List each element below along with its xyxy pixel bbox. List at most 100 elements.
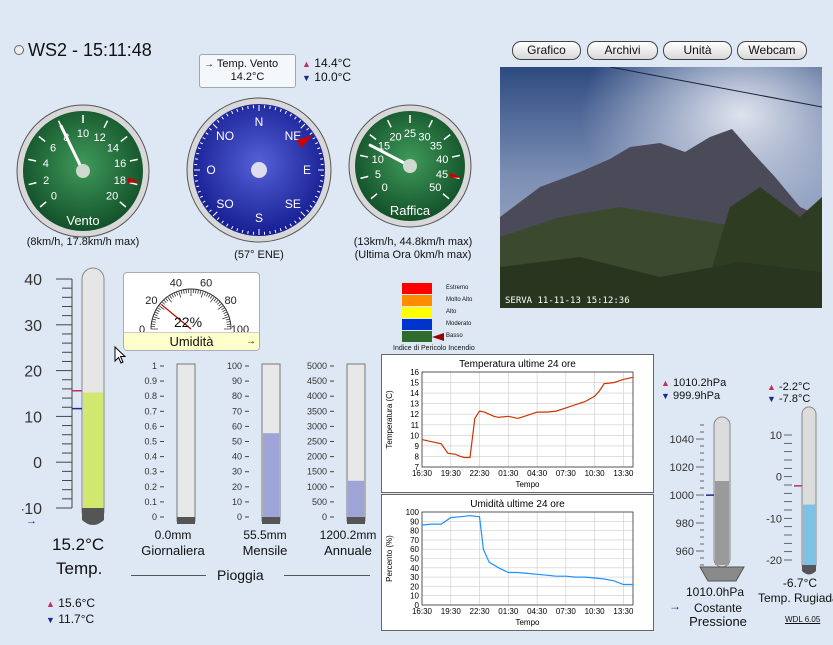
compass-dir-label: S (255, 211, 263, 225)
webcam-image[interactable]: SERVA 11-11-13 15:12:36 (500, 67, 822, 308)
pressure-tick-label: 1020 (670, 462, 694, 474)
vento-tick (39, 201, 47, 208)
rain-annual-label: Annuale (324, 543, 372, 558)
compass-tick (319, 158, 324, 160)
humidity-tick (223, 311, 228, 315)
vento-tick-label: 0 (51, 190, 57, 202)
raffica-tick-label: 5 (375, 169, 381, 181)
fire-level-row: Molto Alto (402, 295, 472, 307)
humidity-tick-label: 0 (139, 324, 145, 333)
compass-tick (226, 223, 229, 227)
compass-tick (317, 190, 321, 193)
unita-button[interactable]: Unità (663, 41, 732, 60)
compass-tick (274, 229, 277, 233)
humidity-tick (226, 321, 231, 323)
chart-xtick-label: 22:30 (470, 607, 491, 616)
compass-tick (298, 119, 302, 123)
chart-ytick-label: 70 (410, 536, 419, 545)
rain-tick-label: 0.6 (144, 421, 157, 431)
raffica-tick (360, 175, 369, 180)
rain-tick-label: 0.1 (144, 497, 157, 507)
pressure-fill (715, 481, 729, 565)
raffica-tick (442, 193, 450, 200)
vento-tick-label: 16 (114, 158, 126, 170)
humidity-tick (225, 318, 230, 321)
raffica-tick-label: 30 (418, 131, 430, 143)
rain-tick-label: 3500 (307, 406, 327, 416)
rain-tick-label: 3000 (307, 421, 327, 431)
chart-ytick-label: 12 (410, 410, 419, 419)
webcam-button[interactable]: Webcam (737, 41, 807, 60)
humidity-tick (203, 291, 207, 296)
compass-tick (199, 142, 204, 145)
status-indicator (14, 45, 24, 55)
chart-ylabel: Percento (%) (385, 535, 394, 582)
rain-tick-label: 0.5 (144, 437, 157, 447)
humidity-arrow: → (246, 336, 256, 347)
pressure-max: ▲ 1010.2hPa (661, 377, 727, 389)
rain-tick-label: 0 (152, 512, 157, 522)
raffica-tick (386, 119, 392, 128)
chart-xtick-label: 07:30 (556, 607, 577, 616)
temp-chart-panel[interactable]: Temperatura ultime 24 ore 7 8 9 10 11 12 13 14 15… (381, 354, 654, 493)
grafico-button[interactable]: Grafico (512, 41, 581, 60)
fire-level-swatch (402, 331, 432, 342)
mouse-cursor-icon (114, 346, 127, 364)
rain-daily-label: Giornaliera (141, 543, 205, 558)
compass-tick (212, 123, 218, 129)
compass-tick (309, 132, 313, 135)
temp-label: Temp. (56, 559, 103, 578)
compass-tick (294, 116, 297, 120)
compass-tick (284, 225, 287, 230)
temp-value: 15.2°C (52, 535, 105, 554)
rain-tick-label: 0.9 (144, 376, 157, 386)
temp-trend-arrow: → (26, 515, 37, 527)
wind-temp-arrow: → (204, 59, 214, 70)
chart-xlabel: Tempo (515, 480, 540, 489)
chart-ytick-label: 7 (415, 463, 420, 472)
rain-tick-label: 0 (322, 512, 327, 522)
compass-tick (269, 230, 271, 235)
humidity-tick (151, 323, 156, 325)
rain-divider-right (284, 575, 370, 576)
chart-xtick-label: 04:30 (527, 607, 548, 616)
dew-label: Temp. Rugiada (758, 591, 833, 605)
hum-chart-panel[interactable]: Umidità ultime 24 ore 0 10 20 30 40 50 60 70 80 90… (381, 494, 654, 631)
humidity-tick (185, 289, 187, 294)
dew-fill (803, 504, 815, 565)
compass-tick (318, 185, 322, 188)
compass-tick (197, 190, 201, 193)
dew-bulb (802, 565, 816, 575)
compass-tick (221, 116, 224, 120)
compass-tick (202, 137, 206, 140)
chart-ytick-label: 90 (410, 517, 419, 526)
humidity-tick (224, 313, 229, 317)
humidity-tick (221, 307, 225, 311)
raffica-tick-label: 0 (382, 182, 388, 194)
compass-pointer (296, 135, 313, 149)
dew-tick-label: 0 (776, 472, 782, 484)
humidity-tick (210, 296, 215, 303)
compass-tick (241, 229, 244, 233)
humidity-tick (167, 296, 172, 303)
compass-tick (208, 209, 212, 213)
compass-tick (236, 228, 239, 232)
archivi-button[interactable]: Archivi (587, 41, 658, 60)
rain-tick-label: 100 (227, 361, 242, 371)
humidity-tick-label: 40 (170, 277, 182, 289)
humidity-tick (222, 316, 230, 320)
raffica-tick (451, 154, 461, 158)
vento-tick (28, 181, 37, 186)
humidity-tick (158, 305, 165, 310)
chart-plot-area (421, 511, 634, 606)
fire-level-row: Alto (402, 307, 472, 319)
humidity-tick (180, 290, 183, 295)
chart-xtick-label: 10:30 (585, 607, 606, 616)
rain-tick-label: 10 (232, 497, 242, 507)
compass-tick (312, 200, 316, 203)
rain-tick-label: 5000 (307, 361, 327, 371)
vento-caption: (8km/h, 17.8km/h max) (26, 236, 140, 248)
humidity-tick (195, 289, 197, 294)
chart-series-line (421, 376, 634, 459)
